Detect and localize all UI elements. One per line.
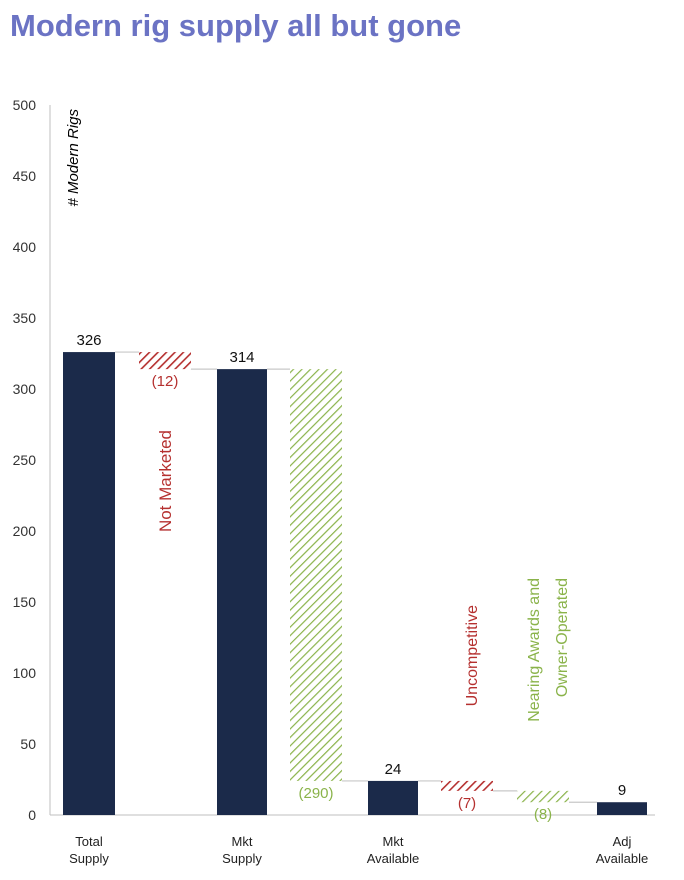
bar-mkt-available [368, 780, 418, 815]
x-tick-label: Mkt Available [367, 834, 420, 866]
y-tick-label: 300 [13, 381, 37, 397]
y-tick-label: 200 [13, 523, 37, 539]
data-label: (12) [152, 373, 179, 390]
bars [63, 352, 647, 815]
bar-adj-available [597, 802, 647, 815]
y-tick-label: 350 [13, 310, 37, 326]
annotations: Not Marketed Uncompetitive Nearing Awards … [156, 430, 571, 722]
x-tick-label: Adj Available [596, 834, 649, 866]
y-tick-label: 150 [13, 594, 37, 610]
x-tick-label: Mkt Supply [222, 834, 262, 866]
bar-decrease [441, 780, 493, 791]
data-label: 326 [76, 332, 101, 349]
chart-title: Modern rig supply all but gone [10, 8, 461, 43]
connector-lines [115, 351, 597, 803]
data-label: 24 [385, 761, 402, 778]
annotation-label: Nearing Awards and Owner-Operated [526, 578, 571, 722]
annotation-label: Not Marketed [156, 430, 175, 532]
y-tick-label: 500 [13, 97, 37, 113]
annotation-label: Uncompetitive [464, 605, 481, 706]
bar-total-supply [63, 352, 115, 815]
data-label: (7) [458, 795, 476, 812]
x-tick-label: Total Supply [69, 834, 109, 866]
bar-decrease [517, 790, 569, 803]
x-axis-labels: Total Supply Mkt Supply Mkt Available Adj Avail… [69, 834, 648, 866]
y-tick-label: 250 [13, 452, 37, 468]
y-tick-label: 400 [13, 239, 37, 255]
data-label: 9 [618, 782, 626, 799]
y-axis-title: # Modern Rigs [65, 109, 82, 207]
data-labels: 326 (12) 314 (290) 24 (7) (8) 9 [76, 332, 626, 823]
y-axis: 0 50 100 150 200 250 300 350 400 450 500 # Modern R… [13, 97, 655, 823]
y-tick-label: 0 [28, 807, 36, 823]
bar-decrease [290, 369, 342, 781]
data-label: (8) [534, 806, 552, 823]
y-tick-label: 50 [20, 736, 36, 752]
bar-decrease [139, 352, 191, 370]
data-label: 314 [229, 349, 254, 366]
y-tick-label: 450 [13, 168, 37, 184]
y-tick-label: 100 [13, 665, 37, 681]
bar-mkt-supply [217, 369, 267, 815]
data-label: (290) [298, 785, 333, 802]
